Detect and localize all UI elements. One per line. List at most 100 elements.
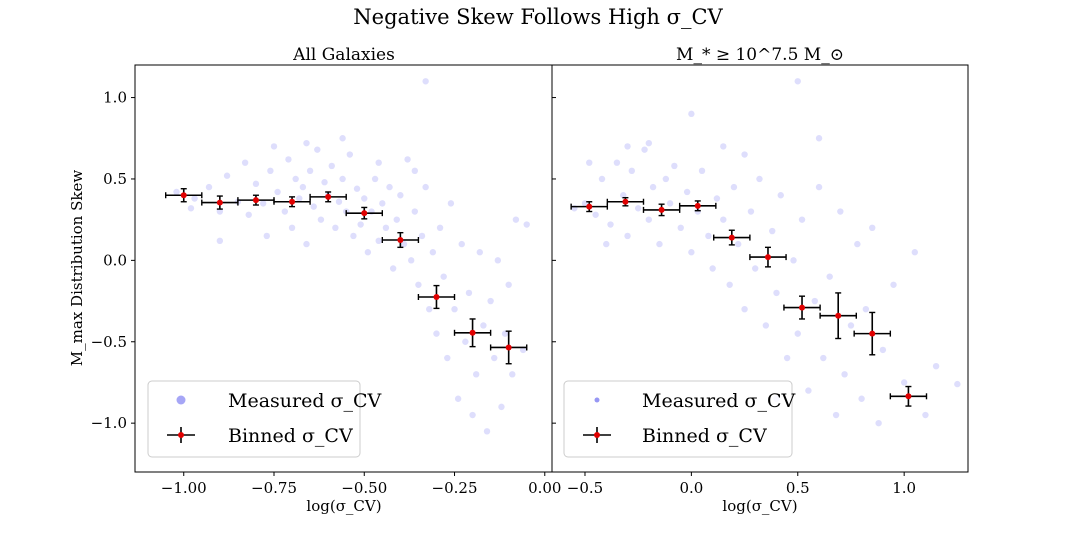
- binned-point: [309, 191, 347, 203]
- scatter-point: [641, 146, 648, 153]
- scatter-point: [624, 232, 631, 240]
- scatter-point: [805, 387, 812, 394]
- binned-marker: [658, 206, 665, 213]
- scatter-point: [820, 354, 827, 362]
- scatter-point: [783, 354, 791, 362]
- binned-point: [237, 194, 275, 206]
- scatter-point: [321, 179, 328, 186]
- scatter-point: [411, 167, 419, 175]
- binned-errorbars: [164, 188, 528, 365]
- scatter-point: [747, 208, 755, 215]
- x-tick-label: 1.0: [892, 479, 916, 497]
- binned-point: [453, 318, 492, 348]
- panel-high-mass: M_* ≥ 10^7.5 M_⊙ log(σ_CV) −0.5 0.0 0.5 1.0…: [551, 45, 969, 515]
- binned-point: [749, 246, 787, 268]
- scatter-point: [418, 232, 426, 240]
- y-tick-label: 1.0: [103, 89, 127, 107]
- legend-marker-icon: [178, 432, 184, 438]
- scatter-point: [404, 156, 411, 163]
- scatter-point: [397, 192, 404, 199]
- scatter-point: [688, 110, 695, 118]
- scatter-point: [900, 379, 908, 386]
- scatter-point: [656, 240, 663, 248]
- scatter-point: [422, 78, 429, 85]
- binned-marker: [505, 344, 512, 351]
- scatter-point: [586, 159, 593, 166]
- legend: Measured σ_CV Binned σ_CV: [563, 380, 796, 458]
- scatter-point: [357, 221, 364, 228]
- scatter-point: [173, 188, 180, 196]
- scatter-point: [671, 162, 678, 170]
- scatter-point: [433, 330, 440, 337]
- binned-point: [381, 231, 420, 249]
- binned-point: [570, 201, 609, 213]
- legend-dot-icon: [176, 395, 186, 405]
- scatter-point: [487, 297, 494, 305]
- tick-marks: −1.00 −0.75 −0.50 −0.25 0.00 1.0 0.5 0.0 −0.5 −1.…: [91, 89, 562, 497]
- binned-marker: [180, 192, 187, 199]
- scatter-point: [386, 183, 393, 191]
- scatter-point: [364, 249, 372, 256]
- scatter-point: [191, 195, 198, 202]
- scatter-point: [620, 192, 627, 199]
- scatter-point: [310, 203, 317, 210]
- scatter-point: [811, 297, 818, 305]
- scatter-point: [741, 306, 748, 313]
- binned-marker: [289, 198, 296, 205]
- scatter-point: [270, 143, 278, 150]
- scatter-point: [790, 257, 797, 264]
- scatter-point: [469, 411, 476, 419]
- scatter-point: [303, 240, 310, 248]
- x-tick-label: −0.50: [341, 479, 387, 497]
- scatter-point: [454, 395, 462, 402]
- binned-marker: [869, 330, 876, 337]
- scatter-point: [483, 428, 491, 435]
- scatter-point: [869, 224, 876, 231]
- scatter-point: [815, 135, 823, 142]
- scatter-point: [494, 257, 502, 264]
- binned-point: [417, 284, 456, 310]
- x-axis-label: log(σ_CV): [722, 497, 797, 515]
- scatter-point: [624, 143, 631, 150]
- scatter-point: [241, 159, 249, 166]
- scatter-point: [847, 322, 855, 329]
- scatter-point: [339, 175, 346, 183]
- scatter-point: [773, 289, 780, 297]
- scatter-point: [296, 195, 303, 202]
- scatter-point: [314, 146, 321, 153]
- scatter-point: [285, 156, 292, 163]
- binned-point: [783, 295, 821, 320]
- scatter-point: [858, 395, 865, 402]
- y-tick-label: −0.5: [91, 333, 127, 351]
- scatter-point: [245, 211, 252, 218]
- scatter-point: [476, 249, 483, 256]
- scatter-point: [523, 221, 530, 228]
- scatter-point: [274, 188, 281, 196]
- x-tick-label: −0.25: [432, 479, 478, 497]
- legend-marker-icon: [594, 432, 600, 438]
- binned-point: [678, 200, 717, 212]
- binned-point: [164, 188, 203, 203]
- scatter-point: [361, 195, 368, 202]
- scatter-point: [794, 330, 801, 337]
- scatter-point: [444, 354, 451, 362]
- scatter-point: [263, 232, 270, 240]
- scatter-points: [173, 78, 530, 435]
- scatter-point: [371, 175, 379, 183]
- scatter-point: [252, 180, 260, 188]
- scatter-point: [854, 240, 861, 248]
- panel-title: All Galaxies: [292, 45, 395, 65]
- scatter-point: [375, 237, 382, 245]
- scatter-point: [339, 135, 346, 142]
- scatter-point: [472, 371, 480, 378]
- binned-marker: [799, 304, 806, 311]
- scatter-point: [826, 273, 833, 280]
- x-tick-label: −1.00: [161, 479, 207, 497]
- scatter-point: [415, 281, 422, 288]
- scatter-point: [267, 167, 274, 175]
- scatter-point: [694, 208, 701, 215]
- legend-box: [147, 380, 361, 458]
- scatter-point: [400, 240, 408, 248]
- scatter-point: [862, 306, 870, 313]
- scatter-point: [299, 183, 307, 191]
